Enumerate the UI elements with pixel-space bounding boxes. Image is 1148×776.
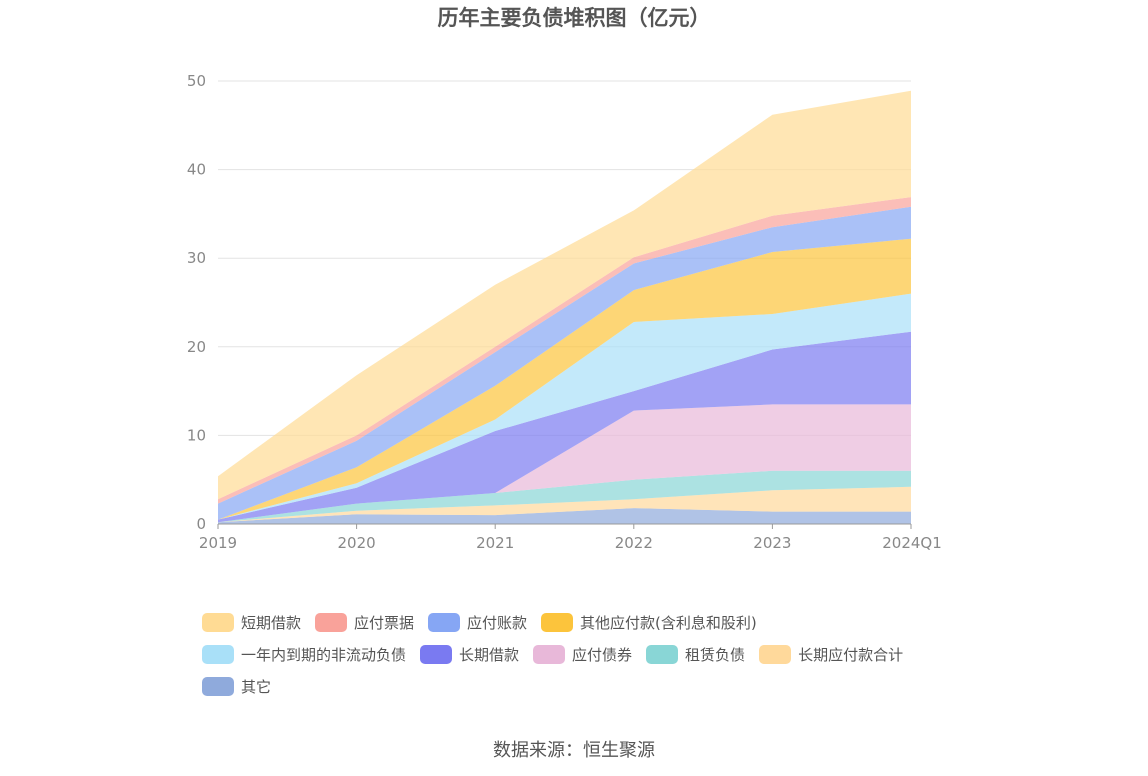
- area-7[interactable]: [218, 206, 911, 520]
- x-tick-label: 2024Q1: [882, 534, 942, 552]
- y-tick-label: 20: [187, 338, 206, 356]
- area-9[interactable]: [218, 90, 911, 500]
- stacked-area-chart: 0 10 20 30 40 50 2019 2020 2021 2022 2023 2024Q1: [187, 72, 942, 552]
- legend-swatch: [202, 644, 234, 664]
- legend-item[interactable]: 长期应付款合计: [759, 644, 903, 665]
- legend-label: 其他应付款(含利息和股利): [580, 613, 757, 632]
- legend-row: 短期借款 应付票据 应付账款 其他应付款(含利息和股利): [202, 606, 962, 638]
- y-tick-label: 0: [196, 515, 206, 533]
- legend-row: 一年内到期的非流动负债 长期借款 应付债券 租赁负债 长期应付款合计: [202, 638, 962, 670]
- legend-swatch: [428, 612, 461, 632]
- area-2[interactable]: [218, 470, 911, 523]
- legend-item[interactable]: 应付账款: [428, 612, 527, 633]
- legend-item[interactable]: 应付票据: [315, 612, 414, 633]
- legend-swatch: [202, 612, 234, 632]
- legend-item[interactable]: 应付债券: [533, 644, 632, 665]
- area-3[interactable]: [218, 404, 911, 523]
- chart-title: 历年主要负债堆积图（亿元）: [437, 6, 711, 30]
- y-tick-label: 10: [187, 426, 206, 444]
- legend-label: 短期借款: [241, 613, 302, 632]
- legend-item[interactable]: 一年内到期的非流动负债: [202, 644, 406, 665]
- legend-swatch: [541, 612, 574, 632]
- legend-label: 应付票据: [354, 613, 415, 632]
- legend: 短期借款 应付票据 应付账款 其他应付款(含利息和股利) 一年内到期的非流动负债 长期借款…: [202, 606, 962, 702]
- legend-swatch: [315, 612, 348, 632]
- y-tick-label: 50: [187, 72, 206, 90]
- area-1[interactable]: [218, 486, 911, 523]
- legend-swatch: [759, 644, 792, 664]
- x-tick-label: 2020: [338, 534, 376, 552]
- area-6[interactable]: [218, 238, 911, 520]
- area-series: [218, 90, 911, 524]
- legend-label: 长期借款: [459, 645, 520, 664]
- y-tick-label: 40: [187, 161, 206, 179]
- legend-label: 长期应付款合计: [798, 645, 904, 664]
- area-0[interactable]: [218, 508, 911, 524]
- legend-label: 应付账款: [467, 613, 528, 632]
- axes: 0 10 20 30 40 50 2019 2020 2021 2022 2023 2024Q1: [187, 72, 942, 552]
- x-tick-label: 2023: [753, 534, 791, 552]
- area-5[interactable]: [218, 293, 911, 520]
- x-tick-label: 2019: [199, 534, 237, 552]
- legend-swatch: [533, 644, 566, 664]
- legend-item[interactable]: 长期借款: [420, 644, 519, 665]
- legend-label: 租赁负债: [685, 645, 746, 664]
- source-note: 数据来源：恒生聚源: [493, 740, 655, 761]
- legend-swatch: [420, 644, 453, 664]
- x-tick-label: 2021: [476, 534, 514, 552]
- y-tick-label: 30: [187, 249, 206, 267]
- area-4[interactable]: [218, 331, 911, 523]
- legend-label: 应付债券: [572, 645, 633, 664]
- legend-label: 其它: [241, 677, 272, 696]
- x-tick-label: 2022: [615, 534, 653, 552]
- legend-item[interactable]: 短期借款: [202, 612, 301, 633]
- legend-item[interactable]: 租赁负债: [646, 644, 745, 665]
- legend-swatch: [202, 676, 234, 696]
- legend-item[interactable]: 其他应付款(含利息和股利): [541, 612, 757, 633]
- legend-label: 一年内到期的非流动负债: [241, 645, 407, 664]
- legend-swatch: [646, 644, 679, 664]
- legend-item[interactable]: 其它: [202, 676, 271, 697]
- legend-row: 其它: [202, 670, 962, 702]
